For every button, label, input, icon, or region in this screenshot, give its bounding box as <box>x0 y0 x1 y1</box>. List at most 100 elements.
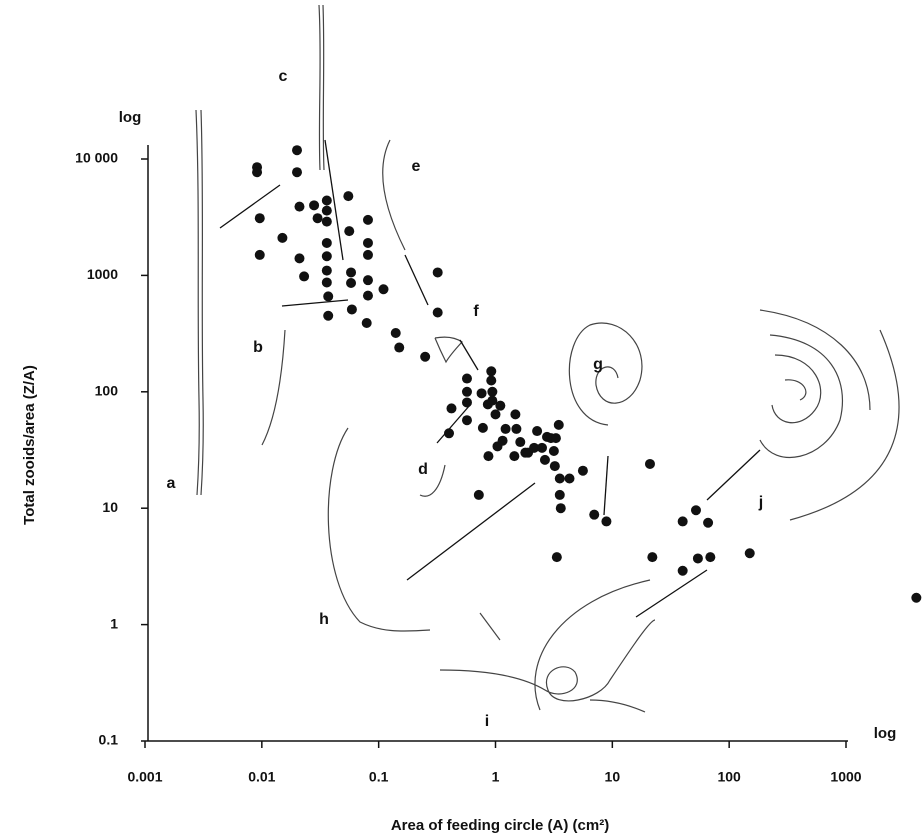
organism-j <box>759 309 871 411</box>
x-tick-label: 0.001 <box>127 769 162 785</box>
point <box>911 592 922 603</box>
y-tick-label: 1 <box>110 615 118 631</box>
point <box>432 267 443 278</box>
point <box>473 489 484 500</box>
y-tick-label: 10 <box>102 499 118 515</box>
point <box>497 435 508 446</box>
organism-f <box>434 336 463 364</box>
point <box>550 433 561 444</box>
point <box>461 386 472 397</box>
point <box>321 251 332 262</box>
point <box>601 516 612 527</box>
point <box>444 428 455 439</box>
point <box>509 451 520 462</box>
point <box>495 400 506 411</box>
point <box>362 290 373 301</box>
pointer-line <box>219 184 281 229</box>
point <box>323 310 334 321</box>
organism-a <box>200 109 204 496</box>
point <box>461 373 472 384</box>
point <box>346 304 357 315</box>
point <box>555 503 566 514</box>
point <box>432 307 443 318</box>
point <box>690 505 701 516</box>
pointer-line <box>459 339 479 371</box>
point <box>487 386 498 397</box>
pointer-line <box>436 404 471 444</box>
point <box>703 517 714 528</box>
pointer-line <box>324 139 344 261</box>
point <box>362 237 373 248</box>
point <box>254 249 265 260</box>
pointer-line <box>603 455 609 516</box>
point <box>554 473 565 484</box>
point <box>294 201 305 212</box>
point <box>321 237 332 248</box>
pointer-line <box>281 299 349 307</box>
point <box>486 366 497 377</box>
pointer-line <box>404 254 429 306</box>
point <box>589 509 600 520</box>
point <box>299 271 310 282</box>
annotation: a <box>167 475 176 492</box>
organism-j <box>789 329 900 521</box>
point <box>510 409 521 420</box>
y-axis-label: Total zooids/area (Z/A) <box>21 365 38 525</box>
pointer-line <box>635 569 708 618</box>
annotation: d <box>418 461 428 478</box>
x-axis-label: Area of feeding circle (A) (cm²) <box>391 817 609 834</box>
point <box>346 278 357 289</box>
point <box>529 442 540 453</box>
illustrations <box>195 4 900 713</box>
point <box>390 328 401 339</box>
point <box>705 552 716 563</box>
point <box>461 397 472 408</box>
organism-j <box>759 334 844 458</box>
point <box>362 249 373 260</box>
point <box>490 409 501 420</box>
point <box>511 423 522 434</box>
point <box>549 461 560 472</box>
point <box>477 422 488 433</box>
organism-h <box>327 427 431 632</box>
point <box>553 419 564 430</box>
point <box>378 284 389 295</box>
point <box>483 451 494 462</box>
point <box>487 395 498 406</box>
point <box>254 213 265 224</box>
point <box>532 426 543 437</box>
organism-c <box>318 4 321 171</box>
organism-e <box>382 139 406 251</box>
annotation: i <box>485 713 489 730</box>
y-tick-label: 0.1 <box>99 732 119 748</box>
point <box>461 415 472 426</box>
point <box>344 226 355 237</box>
organism-j <box>771 354 822 424</box>
organism-d <box>419 464 446 497</box>
annotation: f <box>473 303 479 320</box>
point <box>548 446 559 457</box>
organism-a <box>195 109 200 496</box>
point <box>343 191 354 202</box>
y-tick-label: 1000 <box>87 266 118 282</box>
point <box>321 277 332 288</box>
point <box>515 437 526 448</box>
organism-i <box>439 619 656 702</box>
point <box>362 214 373 225</box>
pointer-line <box>706 449 761 501</box>
point <box>500 423 511 434</box>
organism-b <box>261 329 286 446</box>
point <box>292 167 303 178</box>
point <box>323 291 334 302</box>
point <box>554 489 565 500</box>
organism-c <box>322 4 325 171</box>
point <box>346 267 357 278</box>
point <box>277 232 288 243</box>
point <box>744 548 755 559</box>
point <box>321 265 332 276</box>
point <box>252 167 263 178</box>
point <box>321 216 332 227</box>
point <box>321 205 332 216</box>
point <box>294 253 305 264</box>
point <box>564 473 575 484</box>
